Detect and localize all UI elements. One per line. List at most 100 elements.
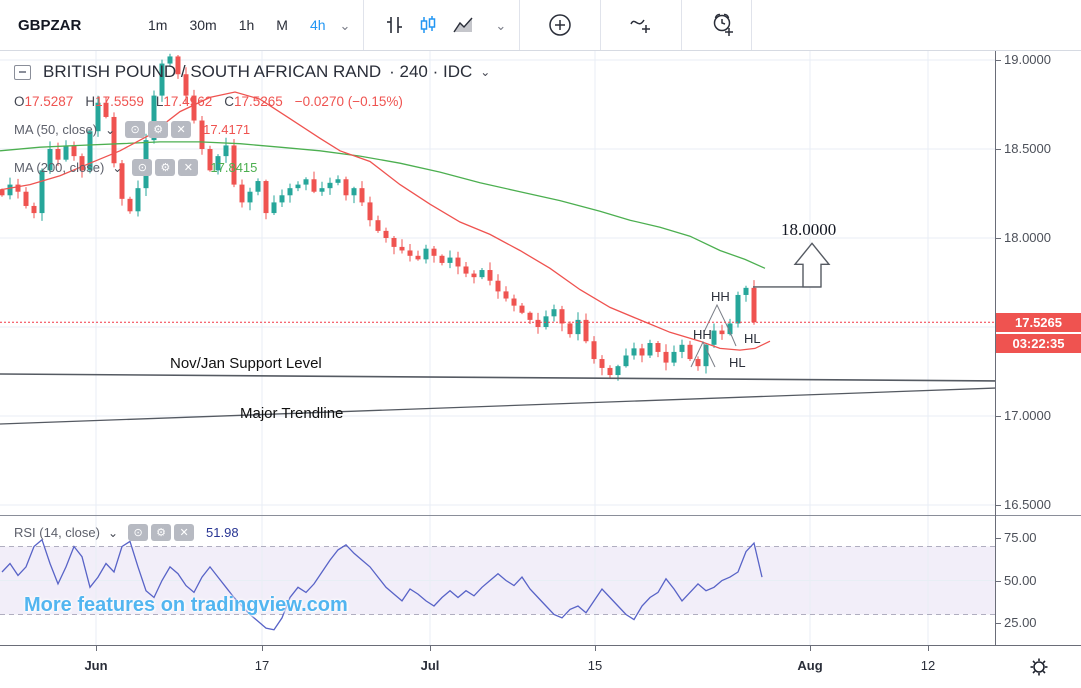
symbol-legend: BRITISH POUND / SOUTH AFRICAN RAND · 240… [14,62,500,82]
ma50-value: 17.4171 [203,122,251,137]
time-axis[interactable]: Jun 17 Jul 15 Aug 12 [0,645,1081,688]
support-level-label[interactable]: Nov/Jan Support Level [170,355,322,372]
rsi-tick [996,623,1001,624]
rsi-axis-label: 50.00 [1004,572,1037,588]
ma50-name[interactable]: MA (50, close) [14,122,98,137]
ma200-value: 17.8415 [210,160,258,175]
chart-type-chevron-down-icon[interactable]: ⌄ [495,17,507,33]
settings-icon[interactable]: ⚙ [148,121,169,138]
interval-button-1h[interactable]: 1h [238,17,255,33]
price-axis-label: 17.0000 [1004,408,1051,423]
bar-countdown-badge: 03:22:35 [996,334,1081,353]
swing-hl-label[interactable]: HL [729,355,746,370]
swing-hh-label[interactable]: HH [693,327,712,342]
time-axis-label-aug: Aug [797,658,823,673]
price-axis-label: 18.0000 [1004,230,1051,245]
open-value: 17.5287 [24,94,74,109]
price-axis-label: 16.5000 [1004,497,1051,512]
tradingview-watermark-link[interactable]: More features on tradingview.com [24,594,348,616]
symbol-button[interactable]: GBPZAR [18,16,82,34]
interval-button-4h[interactable]: 4h [309,17,326,33]
ma200-name[interactable]: MA (200, close) [14,160,105,175]
price-tick [996,149,1001,150]
change-value: −0.0270 (−0.15%) [294,94,403,109]
settings-icon[interactable]: ⚙ [151,524,172,541]
alert-add-icon[interactable] [709,11,737,39]
price-axis-label: 18.5000 [1004,141,1051,156]
time-axis-label-jul: Jul [420,658,440,673]
hide-icon[interactable]: ⊙ [128,524,149,541]
rsi-chevron-down-icon[interactable]: ⌄ [107,525,119,540]
toolbar-separator [681,0,683,50]
interval-group: 1m 30m 1h M 4h [148,17,326,33]
price-tick [996,505,1001,506]
rsi-axis-label: 25.00 [1004,615,1037,630]
time-tick [430,646,431,651]
price-tick [996,416,1001,417]
interval-chevron-down-icon[interactable]: ⌄ [339,17,351,33]
ma50-legend: MA (50, close) ⌄ ⊙ ⚙ ✕ 17.4171 [14,121,250,138]
time-axis-label-12: 12 [920,658,936,673]
rsi-legend: RSI (14, close) ⌄ ⊙ ⚙ ✕ 51.98 [14,524,239,541]
indicator-add-icon[interactable] [628,12,654,38]
candles-icon[interactable] [417,14,439,36]
interval-button-30m[interactable]: 30m [189,17,217,33]
panel-separator[interactable] [0,515,1081,516]
rsi-name[interactable]: RSI (14, close) [14,525,100,540]
price-axis[interactable] [995,51,996,688]
price-scale-settings-gear-icon[interactable] [1028,656,1050,678]
close-value: 17.5265 [233,94,283,109]
symbol-title: BRITISH POUND / SOUTH AFRICAN RAND [43,62,382,81]
main-price-chart[interactable] [0,51,995,516]
rsi-indicator-panel[interactable] [0,516,995,645]
collapse-legend-icon[interactable] [14,64,31,80]
interval-button-M[interactable]: M [276,17,288,33]
price-tick [996,238,1001,239]
hide-icon[interactable]: ⊙ [125,121,146,138]
toolbar-separator [600,0,602,50]
compare-add-icon[interactable] [547,12,573,38]
symbol-meta: · 240 · IDC [389,62,473,81]
interval-button-1m[interactable]: 1m [148,17,168,33]
low-value: 17.4962 [163,94,213,109]
rsi-tick [996,580,1001,582]
swing-hh-label[interactable]: HH [711,289,730,304]
swing-hl-label[interactable]: HL [744,331,761,346]
settings-icon[interactable]: ⚙ [155,159,176,176]
open-label: O [14,94,25,109]
close-icon[interactable]: ✕ [174,524,195,541]
toolbar: GBPZAR 1m 30m 1h M 4h ⌄ ⌄ [0,0,1081,51]
price-tick [996,60,1001,61]
rsi-tick [996,538,1001,539]
time-tick [96,646,97,651]
toolbar-separator [519,0,521,50]
high-value: 17.5559 [95,94,144,109]
ohlc-row: O 17.5287 H 17.5559 L 17.4962 C 17.5265 −0.0… [14,94,403,109]
time-tick [928,646,929,651]
ma50-chevron-down-icon[interactable]: ⌄ [105,122,116,137]
time-tick [595,646,596,651]
close-label: C [224,94,234,109]
last-price-badge: 17.5265 [996,313,1081,332]
time-axis-label-17: 17 [254,658,270,673]
time-tick [810,646,811,651]
rsi-axis-label: 75.00 [1004,530,1037,545]
price-target-label[interactable]: 18.0000 [781,220,837,239]
close-icon[interactable]: ✕ [171,121,192,138]
area-chart-icon[interactable] [451,14,475,36]
low-label: L [155,94,164,109]
high-label: H [85,94,96,109]
time-tick [262,646,263,651]
ma200-legend: MA (200, close) ⌄ ⊙ ⚙ ✕ 17.8415 [14,159,257,176]
toolbar-separator [363,0,365,50]
trendline-label[interactable]: Major Trendline [240,405,344,422]
hide-icon[interactable]: ⊙ [132,159,153,176]
toolbar-separator [751,0,753,50]
price-axis-label: 19.0000 [1004,52,1051,67]
close-icon[interactable]: ✕ [178,159,199,176]
ma200-chevron-down-icon[interactable]: ⌄ [112,160,123,175]
time-axis-label-15: 15 [587,658,603,673]
bars-icon[interactable] [383,14,405,36]
symbol-chevron-down-icon[interactable]: ⌄ [480,65,491,79]
